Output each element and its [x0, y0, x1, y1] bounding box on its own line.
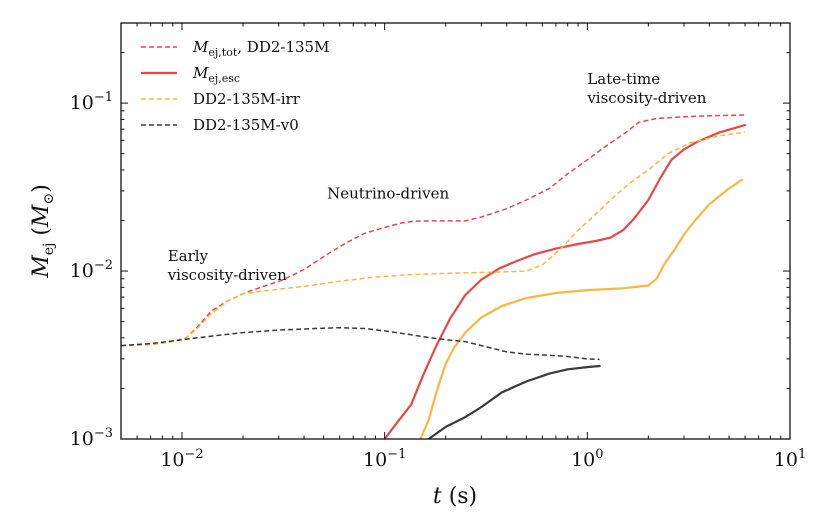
series-dd2-135m-v0-line [121, 326, 600, 361]
y-tick-label: 10−2 [70, 258, 113, 282]
legend-entry-dd2-135m-v0: DD2-135M-v0 [141, 116, 299, 134]
legend-entry-dd2-135m-irr: DD2-135M-irr [141, 90, 301, 108]
x-tick-label: 10−1 [363, 447, 406, 471]
series-m-ej-esc-line [383, 124, 747, 439]
series-layer [121, 114, 747, 439]
annotation-early-viscosity-driven: Early viscosity-driven [167, 247, 287, 284]
y-tick-label: 10−1 [70, 90, 113, 114]
annotations-layer: Early viscosity-driven Neutrino-driven Late… [167, 70, 707, 284]
legend-entry-m-ej-tot-dd2-135m: Mej,tot, DD2-135M [141, 38, 329, 59]
legend: Mej,tot, DD2-135M Mej,esc DD2-135M-irr DD2-… [141, 38, 329, 134]
x-tick-label: 100 [571, 447, 603, 471]
legend-entry-m-ej-esc: Mej,esc [141, 64, 240, 85]
ticks-layer: 10−2 10−1 100 101 10−3 10−2 10−1 [70, 22, 806, 471]
series-dd2-135m-v0-esc-line [427, 364, 601, 439]
series-dd2-135m-irr-esc-line [419, 178, 744, 439]
annotation-neutrino-driven: Neutrino-driven [327, 185, 449, 203]
x-tick-label: 101 [774, 447, 806, 471]
x-tick-label: 10−2 [160, 447, 203, 471]
plot-frame [120, 22, 791, 440]
annotation-late-time-viscosity-driven: Late-time viscosity-driven [586, 70, 706, 107]
x-axis-label: t (s) [433, 484, 477, 509]
legend-label: DD2-135M-irr [193, 90, 301, 108]
series-dd2-135m-irr-line [121, 131, 746, 347]
legend-label: Mej,tot, DD2-135M [192, 38, 329, 59]
legend-label: DD2-135M-v0 [193, 116, 299, 134]
y-tick-label: 10−3 [70, 426, 113, 450]
series-m-ej-tot-dd2-135m-line [121, 114, 746, 347]
legend-label: Mej,esc [192, 64, 240, 85]
y-axis-label: Mej (M⊙) [29, 184, 57, 279]
